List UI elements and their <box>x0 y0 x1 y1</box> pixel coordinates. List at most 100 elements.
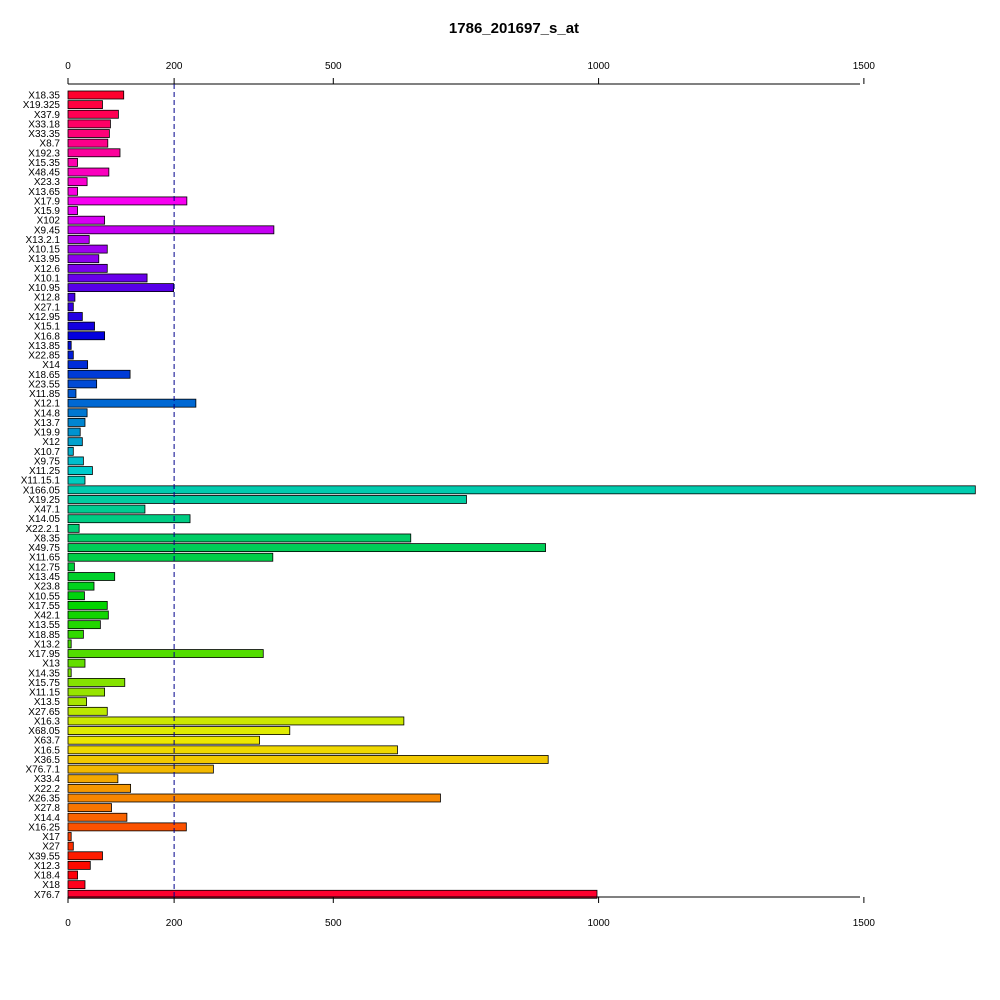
category-label: X13.2 <box>34 639 61 650</box>
bar-X8.35 <box>67 533 412 543</box>
category-label: X33.18 <box>28 119 60 130</box>
bar-X13.55 <box>67 620 101 630</box>
bar-X15.9 <box>67 206 78 215</box>
category-label: X14 <box>42 360 60 371</box>
category-label: X18.65 <box>28 370 60 381</box>
bar-X13 <box>67 658 86 668</box>
bar-X14.05 <box>67 514 191 524</box>
category-label: X13.2.1 <box>26 235 61 246</box>
category-label: X102 <box>37 216 61 227</box>
bar-X12.6 <box>67 263 108 273</box>
tick-label: 1000 <box>587 61 610 72</box>
bar-X8.7 <box>67 138 109 148</box>
category-label: X12.95 <box>28 312 60 323</box>
tick-label: 0 <box>65 918 71 929</box>
category-label: X14.05 <box>28 514 60 525</box>
category-label: X39.55 <box>28 851 60 862</box>
bars-layer <box>67 90 976 899</box>
category-label: X13.5 <box>34 697 61 708</box>
category-label: X13 <box>42 659 60 670</box>
bar-X63.7 <box>67 735 260 745</box>
tick-label: 1000 <box>587 918 610 929</box>
bar-X76.7 <box>67 889 598 899</box>
bar-X10.95 <box>67 283 174 293</box>
category-label: X17.55 <box>28 601 60 612</box>
chart-title: 1786_201697_s_at <box>448 20 580 37</box>
bar-X16.8 <box>67 331 106 341</box>
bar-X27 <box>67 841 74 851</box>
bar-X16.3 <box>67 716 405 726</box>
bar-X12 <box>67 437 83 447</box>
tick-label: 200 <box>166 61 183 72</box>
category-label: X14.35 <box>28 668 60 679</box>
bar-X15.35 <box>67 158 78 167</box>
category-label: X15.9 <box>34 206 61 217</box>
bar-X13.2.1 <box>67 235 90 244</box>
bar-X13.7 <box>67 418 86 427</box>
category-label: X26.35 <box>28 793 60 804</box>
category-label: X27.1 <box>34 302 61 313</box>
category-label: X16.8 <box>34 331 61 342</box>
category-label: X13.65 <box>28 187 60 198</box>
bar-X22.2.1 <box>67 523 80 533</box>
bar-X12.1 <box>67 398 197 408</box>
bar-X22.85 <box>67 350 74 360</box>
bar-X17.9 <box>67 196 188 206</box>
bar-X18 <box>67 880 86 890</box>
category-label: X16.5 <box>34 745 61 756</box>
category-label: X14.4 <box>34 813 61 824</box>
bar-X23.3 <box>67 177 88 187</box>
category-label: X27.65 <box>28 707 60 718</box>
bar-X13.85 <box>67 340 72 350</box>
category-label: X12.8 <box>34 293 61 304</box>
category-label: X76.7 <box>34 890 61 901</box>
bar-X33.18 <box>67 119 111 129</box>
category-label: X15.1 <box>34 322 61 333</box>
bar-X102 <box>67 215 106 225</box>
category-label: X22.2.1 <box>26 524 61 535</box>
category-label: X33.35 <box>28 129 60 140</box>
bar-X47.1 <box>67 504 146 514</box>
category-label: X8.35 <box>34 533 61 544</box>
category-label: X166.05 <box>23 485 61 496</box>
bar-X68.05 <box>67 726 291 735</box>
category-label: X42.1 <box>34 611 61 622</box>
top-axis: 0 200 500 1000 1500 <box>65 61 875 85</box>
bar-X10.55 <box>67 591 85 601</box>
category-label: X13.85 <box>28 341 60 352</box>
category-label: X49.75 <box>28 543 60 554</box>
category-label: X18.4 <box>34 871 61 882</box>
bar-X11.85 <box>67 389 77 398</box>
category-label: X27.8 <box>34 803 61 814</box>
category-label: X27 <box>42 842 60 853</box>
bar-X76.7.1 <box>67 764 214 774</box>
category-label: X10.7 <box>34 447 61 458</box>
category-label: X11.85 <box>29 389 60 400</box>
bar-X39.55 <box>67 851 103 861</box>
category-label: X19.25 <box>28 495 60 506</box>
bar-X14.4 <box>67 812 128 822</box>
bar-X42.1 <box>67 610 109 620</box>
bar-X12.95 <box>67 312 83 321</box>
bar-X19.25 <box>67 495 467 504</box>
category-label: X18.35 <box>28 91 60 102</box>
bar-X23.55 <box>67 379 98 389</box>
bar-X166.05 <box>67 485 976 495</box>
bar-X11.25 <box>67 466 93 475</box>
category-label: X16.3 <box>34 716 61 727</box>
category-label: X63.7 <box>34 736 61 747</box>
bar-X14 <box>67 360 89 370</box>
bar-X16.25 <box>67 822 187 832</box>
bar-X18.85 <box>67 629 84 639</box>
bar-X15.1 <box>67 321 95 331</box>
bar-X19.9 <box>67 427 81 437</box>
category-label: X12.75 <box>28 562 60 573</box>
category-label: X17.9 <box>34 196 61 207</box>
category-labels: X18.35X19.325X37.9X33.18X33.35X8.7X192.3… <box>21 91 61 901</box>
category-label: X12 <box>42 437 60 448</box>
bar-X27.8 <box>67 803 112 813</box>
category-label: X13.55 <box>28 620 60 631</box>
bar-X13.95 <box>67 254 100 264</box>
